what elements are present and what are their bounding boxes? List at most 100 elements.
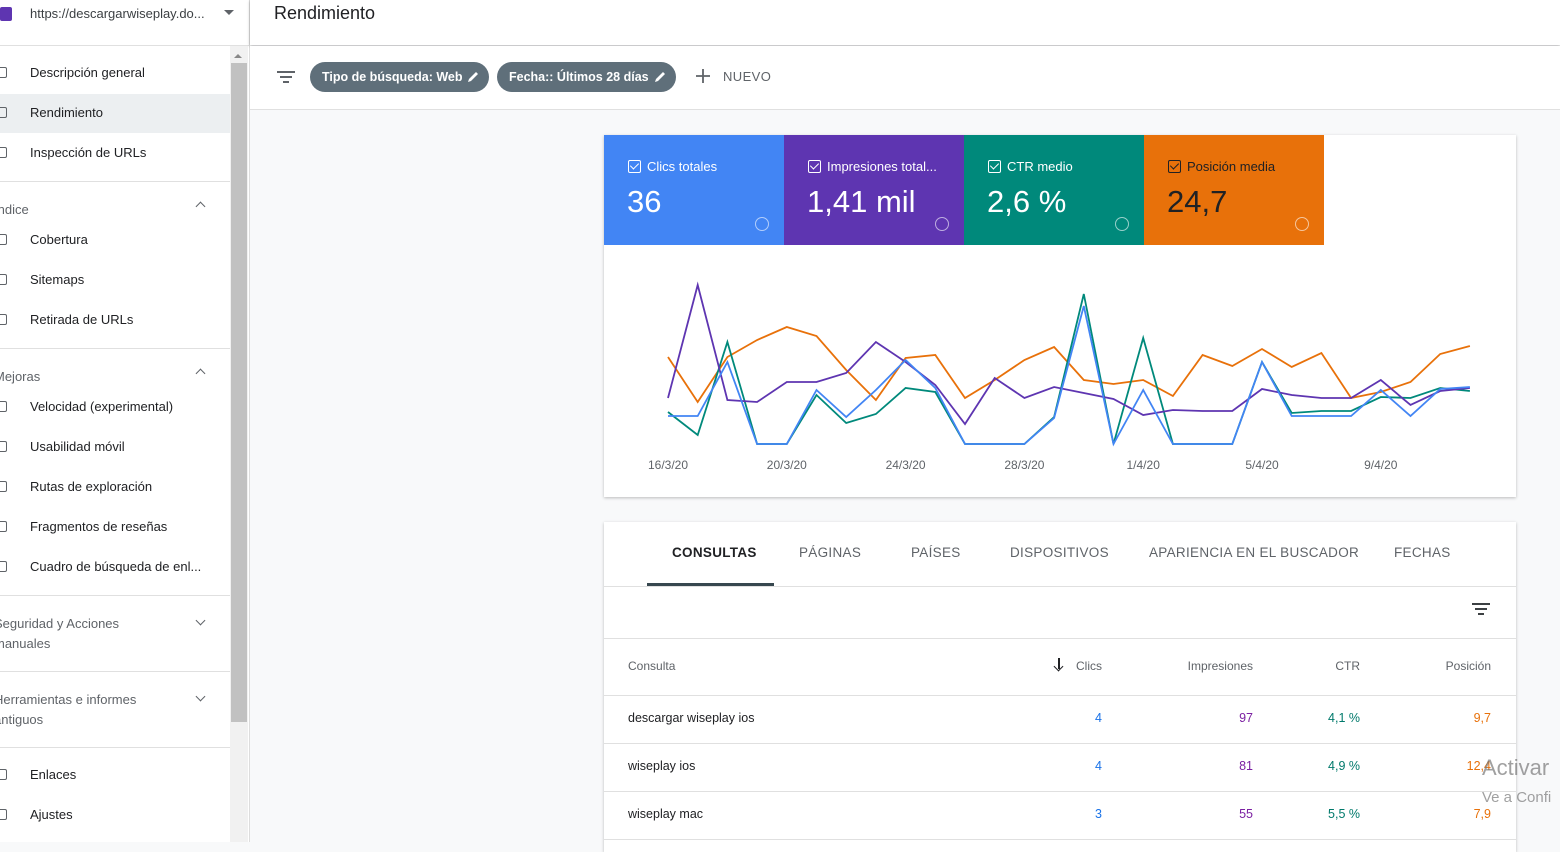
nav-item[interactable]: Cobertura	[30, 232, 88, 247]
tab[interactable]: APARIENCIA EN EL BUSCADOR	[1149, 545, 1360, 560]
tab[interactable]: PAÍSES	[911, 545, 961, 560]
metric-label: Impresiones total...	[827, 159, 937, 174]
add-icon[interactable]	[695, 68, 711, 84]
x-tick-label: 5/4/20	[1245, 458, 1279, 472]
metric-label: CTR medio	[1007, 159, 1073, 174]
table-cell: 55	[1239, 807, 1253, 821]
site-url[interactable]: https://descargarwiseplay.do...	[30, 6, 205, 21]
nav-icon	[0, 107, 7, 118]
nav-section[interactable]: Herramientas e informes antiguos	[0, 692, 137, 727]
filter-chip[interactable]: Tipo de búsqueda: Web	[310, 62, 489, 92]
divider	[604, 638, 1516, 639]
checkbox	[628, 160, 641, 173]
nav-icon	[0, 441, 7, 452]
table-cell: wiseplay mac	[628, 807, 704, 821]
chevron	[195, 368, 206, 379]
divider	[0, 348, 230, 349]
nav-item[interactable]: Usabilidad móvil	[30, 439, 125, 454]
metric-card[interactable]	[604, 135, 784, 245]
nav-item[interactable]: Inspección de URLs	[30, 145, 147, 160]
column-header[interactable]: Impresiones	[1187, 659, 1253, 673]
x-tick-label: 28/3/20	[1004, 458, 1044, 472]
filter-icon[interactable]	[277, 70, 295, 84]
nav-section[interactable]: Mejoras	[0, 369, 41, 384]
metric-value: 2,6 %	[987, 184, 1067, 219]
metric-card[interactable]	[1144, 135, 1324, 245]
divider	[604, 743, 1516, 744]
nav-item[interactable]: Fragmentos de reseñas	[30, 519, 168, 534]
nav-item[interactable]: Enlaces	[30, 767, 77, 782]
divider	[0, 595, 230, 596]
nav-icon	[0, 67, 7, 78]
watermark: Activar	[1482, 755, 1550, 780]
nav-section[interactable]: Seguridad y Acciones manuales	[0, 616, 120, 651]
table-card	[604, 522, 1516, 852]
help-icon	[935, 217, 949, 231]
help-icon	[1115, 217, 1129, 231]
tab[interactable]: CONSULTAS	[672, 545, 757, 560]
table-cell: 9,7	[1473, 711, 1491, 725]
filter-chip[interactable]: Fecha:: Últimos 28 días	[497, 62, 676, 92]
tab[interactable]: DISPOSITIVOS	[1010, 545, 1109, 560]
chevron	[195, 691, 206, 702]
column-header[interactable]: Consulta	[628, 659, 676, 673]
nav-icon	[0, 147, 7, 158]
nav-item[interactable]: Sitemaps	[30, 272, 85, 287]
nav-icon	[0, 234, 7, 245]
nav-item[interactable]: Ajustes	[30, 807, 73, 822]
checkbox	[1168, 160, 1181, 173]
nav-item[interactable]: Rutas de exploración	[30, 479, 153, 494]
table-cell: descargar wiseplay ios	[628, 711, 755, 725]
nav-item[interactable]: Retirada de URLs	[30, 312, 134, 327]
metric-value: 36	[627, 184, 662, 219]
tab[interactable]: PÁGINAS	[799, 545, 862, 560]
header-bar	[250, 0, 1560, 45]
metric-value: 1,41 mil	[807, 184, 916, 219]
table-cell: 4	[1095, 711, 1102, 725]
nav-item[interactable]: Descripción general	[30, 65, 145, 80]
divider	[604, 586, 1516, 587]
site-icon	[0, 7, 12, 21]
chevron	[195, 201, 206, 212]
chevron	[195, 615, 206, 626]
table-cell: 4	[1095, 759, 1102, 773]
nav-section[interactable]: Índice	[0, 202, 29, 217]
nav-item[interactable]: Velocidad (experimental)	[30, 399, 174, 414]
series-line	[667, 293, 1470, 445]
divider	[0, 181, 230, 182]
chip-label: Tipo de búsqueda: Web	[322, 70, 463, 84]
checkbox	[808, 160, 821, 173]
page-title: Rendimiento	[274, 3, 376, 23]
sort-arrow	[1058, 658, 1060, 669]
nav-item[interactable]: Rendimiento	[30, 105, 103, 120]
tab[interactable]: FECHAS	[1394, 545, 1451, 560]
table-cell: 3	[1095, 807, 1102, 821]
table-filter-icon[interactable]	[1472, 602, 1490, 616]
column-header[interactable]: Posición	[1445, 659, 1491, 673]
nav-icon	[0, 521, 7, 532]
nav-icon	[0, 561, 7, 572]
column-header[interactable]: Clics	[1076, 659, 1102, 673]
column-header[interactable]: CTR	[1335, 659, 1360, 673]
metric-card[interactable]	[964, 135, 1144, 245]
table-cell: wiseplay ios	[628, 759, 696, 773]
table-cell: 7,9	[1473, 807, 1491, 821]
nav-item[interactable]: Cuadro de búsqueda de enl...	[30, 559, 202, 574]
table-cell: 81	[1239, 759, 1253, 773]
scrollbar-thumb[interactable]	[231, 63, 247, 722]
dropdown-caret[interactable]	[223, 9, 235, 17]
metric-card[interactable]	[784, 135, 964, 245]
table-cell: 5,5 %	[1328, 807, 1360, 821]
x-tick-label: 1/4/20	[1127, 458, 1161, 472]
table-cell: 97	[1239, 711, 1253, 725]
active-tab-indicator	[647, 583, 774, 586]
scroll-arrow[interactable]	[233, 53, 243, 59]
divider	[604, 839, 1516, 840]
sidebar: https://descargarwiseplay.do... Descripc…	[0, 0, 250, 842]
new-filter[interactable]: NUEVO	[723, 69, 772, 84]
nav-icon	[0, 481, 7, 492]
divider	[0, 671, 230, 672]
table-cell: 12,4	[1466, 759, 1491, 773]
nav-icon	[0, 401, 7, 412]
